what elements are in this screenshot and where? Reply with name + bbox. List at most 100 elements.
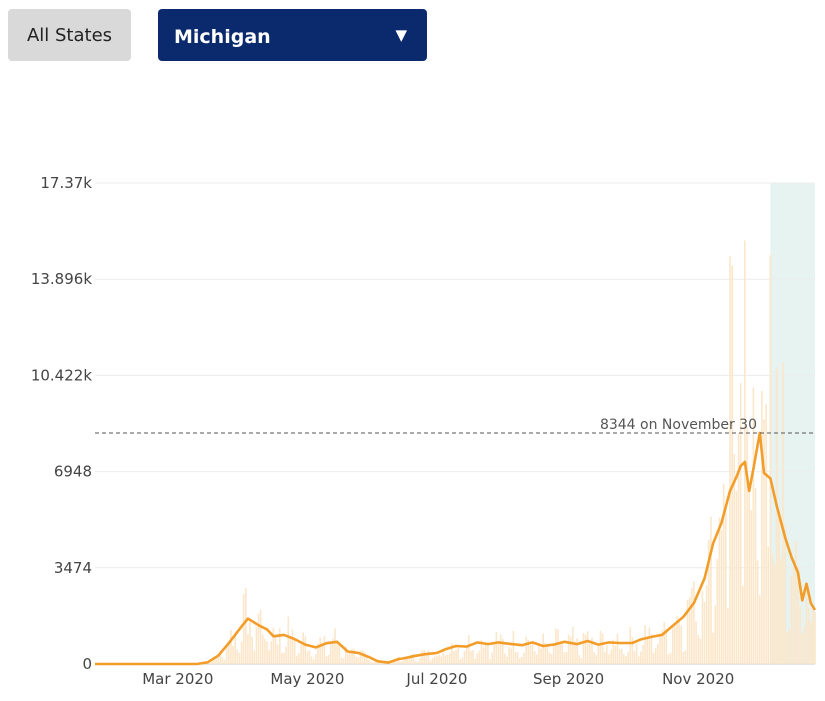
daily-bar (442, 649, 445, 664)
daily-bar (363, 651, 366, 664)
daily-bar (544, 643, 547, 664)
daily-bar (436, 655, 438, 664)
daily-bar (756, 560, 759, 664)
daily-bar (739, 383, 742, 664)
daily-bar (646, 637, 649, 664)
daily-bar (518, 657, 521, 664)
daily-bar (574, 641, 576, 664)
daily-bar (249, 622, 251, 664)
all-states-button[interactable]: All States (8, 9, 131, 61)
daily-bar (349, 651, 351, 664)
daily-bar (567, 634, 570, 664)
daily-bar (257, 613, 260, 664)
daily-bar (516, 652, 519, 664)
daily-bar (586, 631, 589, 664)
daily-bar (485, 644, 487, 664)
daily-bar (572, 626, 574, 664)
daily-bar (206, 663, 209, 664)
daily-bar (230, 630, 232, 664)
daily-bar (344, 646, 347, 664)
daily-bar (285, 646, 287, 664)
daily-bar (716, 559, 719, 664)
daily-bar (693, 581, 695, 664)
daily-bar (803, 626, 806, 664)
daily-bar (606, 645, 608, 664)
daily-bar (748, 491, 750, 664)
daily-bar (584, 634, 587, 664)
daily-bar (703, 601, 706, 664)
daily-bar (508, 646, 510, 664)
daily-bar (213, 656, 215, 664)
daily-bar (744, 240, 746, 664)
daily-bar (438, 654, 440, 664)
daily-bar (618, 649, 621, 664)
daily-bar (608, 654, 610, 664)
daily-bar (465, 646, 468, 664)
daily-bar (287, 616, 290, 664)
daily-bar (302, 632, 304, 664)
x-tick-label: Mar 2020 (142, 670, 213, 688)
y-tick-label: 13.896k (31, 270, 92, 288)
daily-bar (353, 648, 355, 664)
daily-bar (563, 652, 566, 664)
daily-bar (308, 650, 311, 664)
x-tick-label: Nov 2020 (662, 670, 734, 688)
daily-bar (763, 419, 765, 664)
daily-bar (540, 648, 542, 664)
daily-bar (620, 648, 623, 664)
daily-bar (773, 564, 776, 664)
selected-state-label: Michigan (174, 26, 271, 48)
daily-bar (657, 643, 659, 664)
daily-bar (710, 516, 712, 664)
daily-bar (225, 645, 228, 664)
daily-bar (550, 654, 553, 664)
daily-bar (304, 636, 307, 664)
daily-bar (236, 649, 239, 664)
daily-bar (470, 651, 472, 664)
daily-bar (423, 649, 425, 664)
daily-bar (644, 625, 646, 664)
daily-bar (775, 367, 778, 664)
daily-bar (780, 558, 782, 664)
daily-bar (729, 255, 731, 665)
daily-bar (725, 507, 727, 664)
state-select-dropdown[interactable]: Michigan ▼ (158, 9, 427, 61)
daily-bar (321, 642, 324, 664)
daily-bar (412, 653, 415, 664)
peak-annotation-label: 8344 on November 30 (600, 417, 757, 433)
daily-bar (510, 648, 513, 664)
daily-bar (327, 655, 330, 664)
daily-bar (253, 650, 256, 664)
daily-bar (374, 661, 377, 664)
daily-bar (259, 609, 262, 664)
daily-bar (523, 652, 525, 664)
daily-bar (421, 650, 423, 664)
daily-bar (640, 651, 642, 664)
daily-bar (814, 612, 816, 664)
daily-bar (561, 642, 564, 664)
daily-bar (270, 641, 273, 664)
daily-bar (650, 634, 653, 664)
daily-bar (758, 595, 761, 664)
daily-bar (427, 650, 430, 664)
daily-bar (245, 587, 247, 664)
daily-bar (495, 631, 498, 664)
daily-bar (455, 649, 457, 664)
daily-bar (665, 629, 668, 664)
daily-bar (623, 654, 625, 664)
daily-bar (805, 584, 808, 664)
daily-bar (453, 651, 455, 664)
daily-bar (680, 625, 682, 664)
daily-bar (542, 633, 544, 664)
x-tick-label: May 2020 (270, 670, 344, 688)
daily-bar (788, 628, 791, 664)
daily-bar (283, 652, 285, 664)
daily-bar (603, 651, 606, 664)
daily-bar (482, 647, 485, 664)
daily-bar (397, 656, 400, 664)
daily-bar (370, 661, 372, 664)
daily-bar (463, 650, 466, 664)
daily-bar (334, 628, 336, 664)
daily-bar (300, 644, 302, 664)
daily-bar (599, 630, 602, 664)
